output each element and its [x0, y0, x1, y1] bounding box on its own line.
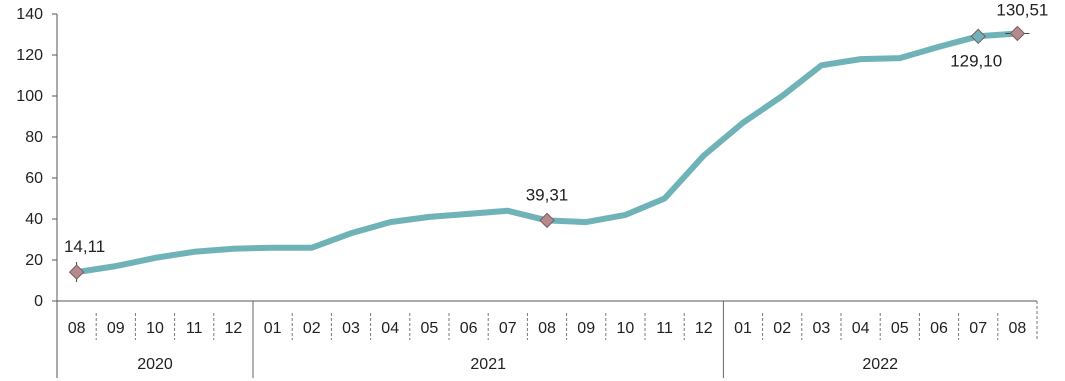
- y-tick-label: 80: [25, 129, 43, 146]
- x-month-label: 06: [460, 320, 478, 337]
- x-month-label: 03: [342, 320, 360, 337]
- series-line: [73, 30, 1021, 276]
- x-month-label: 04: [381, 320, 399, 337]
- data-point-marker: [970, 28, 986, 45]
- data-label: 39,31: [526, 185, 569, 204]
- x-axis: 08 09 10 11 12 01 02 03 04 05 06 07 08 09 10 11 12 01 02 03…: [57, 300, 1038, 378]
- y-tick-label: 140: [16, 6, 43, 23]
- data-label: 129,10: [950, 51, 1002, 70]
- data-label: 130,51: [996, 0, 1048, 19]
- y-tick-label: 20: [25, 252, 43, 269]
- y-tick-label: 120: [16, 47, 43, 64]
- x-month-label: 08: [1009, 320, 1027, 337]
- x-month-label: 06: [930, 320, 948, 337]
- data-label: 14,11: [64, 237, 105, 256]
- markers-layer: 14,11 39,31 129,10 130,51: [64, 0, 1048, 283]
- x-month-label: 09: [577, 320, 595, 337]
- x-month-label: 03: [813, 320, 831, 337]
- y-tick-label: 60: [25, 170, 43, 187]
- x-month-label: 01: [264, 320, 282, 337]
- y-tick-label: 40: [25, 211, 43, 228]
- y-tick-label: 0: [34, 293, 43, 310]
- data-point-marker: [1009, 25, 1026, 42]
- x-month-label: 02: [303, 320, 321, 337]
- x-month-label: 12: [695, 320, 713, 337]
- x-month-label: 07: [969, 320, 987, 337]
- x-month-label: 08: [68, 320, 86, 337]
- x-month-label: 01: [734, 320, 752, 337]
- x-month-label: 11: [656, 320, 673, 337]
- x-month-label: 10: [146, 320, 164, 337]
- x-month-label: 10: [617, 320, 635, 337]
- x-month-label: 04: [852, 320, 870, 337]
- y-tick-label: 100: [16, 88, 43, 105]
- series-layer: [73, 30, 1021, 276]
- y-axis: 0 20 40 60 80 100 120 140: [16, 6, 58, 378]
- x-month-label: 12: [225, 320, 243, 337]
- x-month-label: 05: [421, 320, 439, 337]
- x-year-label: 2020: [137, 356, 173, 373]
- x-month-label: 09: [107, 320, 125, 337]
- data-point-marker: [539, 212, 555, 229]
- x-month-label: 08: [538, 320, 556, 337]
- x-month-label: 02: [773, 320, 791, 337]
- x-year-label: 2021: [470, 356, 506, 373]
- x-year-label: 2022: [862, 356, 898, 373]
- x-month-label: 07: [499, 320, 517, 337]
- data-point-marker: [68, 264, 85, 280]
- x-month-label: 05: [891, 320, 909, 337]
- x-month-label: 11: [186, 320, 203, 337]
